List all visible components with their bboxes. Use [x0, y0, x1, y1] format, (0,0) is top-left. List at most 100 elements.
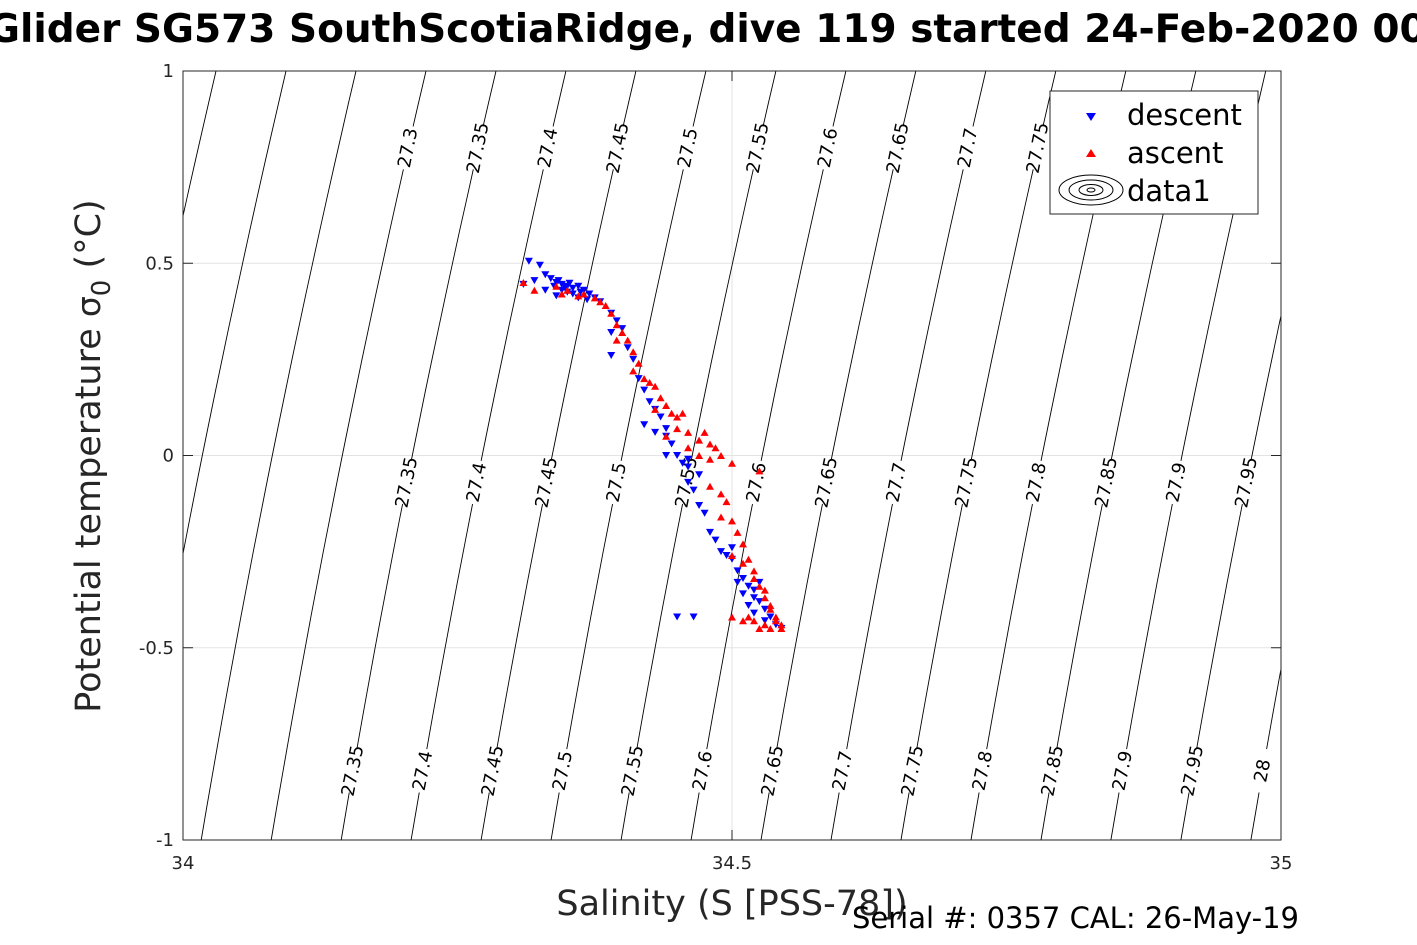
data-point-ascent — [612, 336, 621, 344]
data-point-ascent — [755, 467, 764, 475]
data-point-descent — [640, 386, 649, 394]
density-contour-line — [760, 71, 917, 840]
y-tick-label: -0.5 — [139, 638, 174, 659]
legend-data1-label: data1 — [1127, 174, 1211, 208]
x-axis-label: Salinity (S [PSS-78]) — [556, 884, 907, 924]
density-contour-line — [900, 71, 1057, 840]
data-point-ascent — [760, 594, 769, 602]
data-point-ascent — [557, 290, 566, 298]
data-point-descent — [640, 421, 649, 429]
data-point-descent — [607, 352, 616, 359]
contour-label-gap — [464, 459, 490, 506]
data-point-ascent — [766, 602, 775, 609]
data-point-descent — [565, 279, 574, 287]
contour-label-gap — [885, 124, 911, 172]
data-point-descent — [755, 598, 764, 606]
contour-label-gap — [815, 124, 841, 172]
contour-label-gap — [1180, 747, 1206, 794]
contour-label-gap — [690, 747, 716, 794]
y-label-subscript: 0 — [87, 280, 117, 297]
data-point-ascent — [590, 294, 599, 302]
x-tick-label: 34.5 — [712, 853, 752, 874]
density-contour-line — [340, 71, 497, 840]
data-point-descent — [733, 567, 742, 575]
data-point-descent — [576, 288, 585, 296]
legend-descent-marker — [1086, 113, 1096, 121]
data-point-ascent — [733, 528, 742, 536]
data-point-descent — [583, 296, 592, 304]
data-point-ascent — [629, 348, 638, 356]
data-point-ascent — [684, 428, 693, 436]
data-point-ascent — [601, 302, 610, 309]
contour-label-gap — [620, 747, 646, 794]
data-point-descent — [651, 428, 660, 436]
contour-label-gap — [955, 124, 981, 172]
y-tick-label: 1 — [163, 61, 174, 82]
contour-label-gap — [900, 747, 926, 794]
data-point-ascent — [728, 613, 736, 621]
data-point-ascent — [667, 409, 676, 417]
data-point-ascent — [755, 582, 764, 590]
data-point-ascent — [695, 436, 704, 444]
y-axis-label: Potential temperature σ0 (°C) — [69, 199, 117, 712]
data-point-descent — [673, 613, 682, 621]
data-point-descent — [700, 509, 709, 517]
data-point-descent — [695, 471, 704, 479]
data-point-descent — [706, 528, 714, 536]
data-point-ascent — [634, 359, 643, 367]
contour-label-gap — [480, 747, 506, 794]
data-point-ascent — [706, 440, 714, 448]
data-point-ascent — [563, 286, 572, 294]
data-point-ascent — [771, 613, 780, 621]
data-point-descent — [524, 257, 533, 265]
data-point-descent — [623, 344, 632, 352]
x-tick-label: 34 — [172, 853, 195, 874]
density-contour-line — [183, 71, 287, 557]
data-point-descent — [766, 613, 775, 621]
y-tick-label: 0.5 — [145, 253, 174, 274]
contour-label-gap — [1250, 747, 1275, 794]
data-point-ascent — [651, 405, 660, 413]
data-point-descent — [673, 452, 682, 459]
data-point-ascent — [777, 625, 786, 632]
data-point-ascent — [744, 555, 753, 563]
data-point-ascent — [645, 378, 654, 386]
data-point-descent — [667, 440, 676, 448]
data-points — [519, 257, 786, 632]
density-contour-line — [550, 71, 707, 840]
data-point-descent — [695, 502, 704, 509]
density-contour-line — [270, 71, 427, 840]
y-label-unit: (°C) — [69, 199, 109, 279]
data-point-ascent — [717, 452, 725, 459]
data-point-ascent — [760, 586, 769, 594]
contour-label-gap — [830, 747, 856, 794]
data-point-ascent — [678, 409, 687, 417]
data-point-ascent — [760, 621, 769, 629]
contour-label-gap — [340, 747, 366, 794]
data-point-ascent — [662, 402, 671, 409]
contour-label-gap — [1025, 124, 1051, 172]
contour-label-gap — [814, 459, 839, 506]
data-point-descent — [554, 277, 563, 285]
data-point-descent — [656, 413, 665, 421]
data-point-ascent — [651, 382, 660, 390]
contour-label-gap — [1094, 459, 1119, 506]
data-point-descent — [541, 271, 550, 279]
contour-label-gap — [1110, 747, 1136, 794]
data-point-descent — [574, 282, 583, 290]
data-point-descent — [662, 452, 671, 459]
data-point-ascent — [519, 279, 528, 286]
data-point-ascent — [750, 575, 758, 582]
data-point-ascent — [607, 309, 616, 317]
data-point-ascent — [574, 292, 583, 300]
data-point-descent — [645, 398, 654, 406]
data-point-ascent — [755, 625, 764, 632]
data-point-descent — [739, 590, 747, 598]
contour-label-gap — [884, 459, 909, 506]
contour-label: 28 — [1250, 757, 1275, 784]
axis-ticks: 34 34.5 35 -1 -0.5 0 0.5 1 — [139, 61, 1293, 874]
data-point-ascent — [640, 375, 649, 383]
data-point-descent — [607, 329, 616, 336]
legend-descent-label: descent — [1127, 98, 1242, 132]
